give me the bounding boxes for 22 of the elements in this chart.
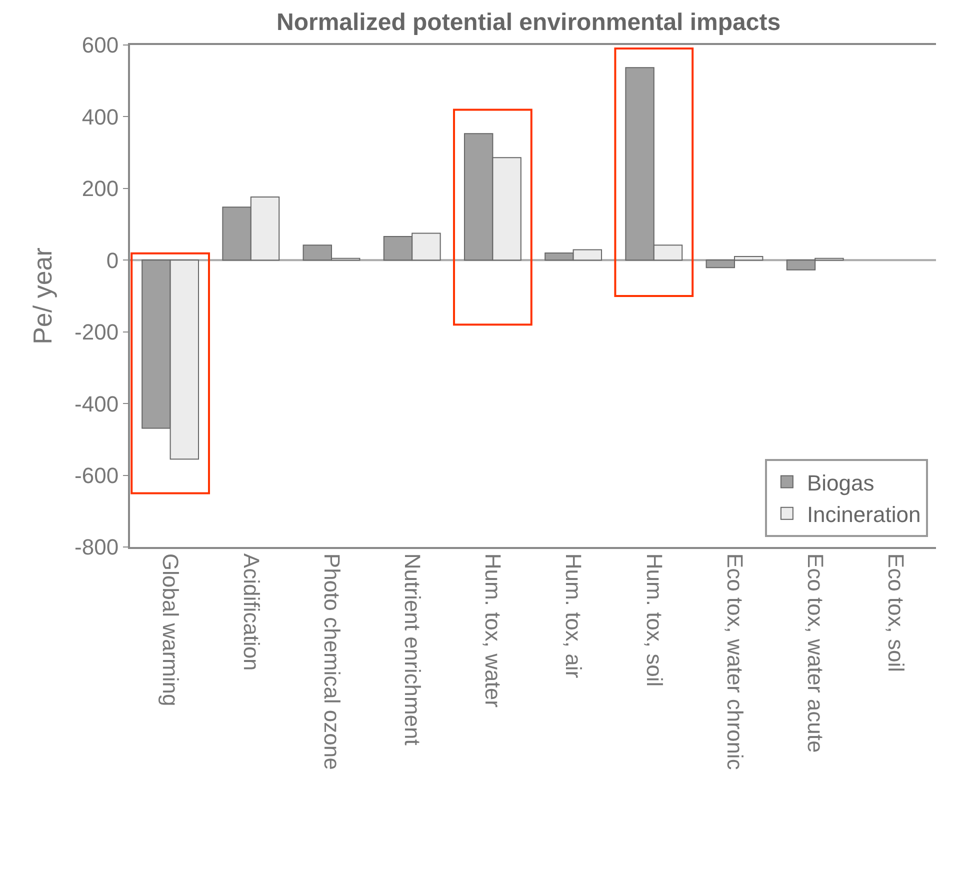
- x-tick-label: Hum. tox, soil: [642, 553, 667, 687]
- y-tick-label: 200: [82, 176, 119, 202]
- x-tick-label: Nutrient enrichment: [400, 553, 425, 746]
- y-tick-label: -600: [74, 462, 119, 488]
- legend-label: Incineration: [806, 502, 921, 527]
- y-tick-label: 400: [82, 104, 119, 130]
- x-tick-label: Global warming: [158, 553, 184, 706]
- y-tick-label: 600: [82, 32, 119, 58]
- legend-label: Biogas: [806, 470, 874, 496]
- x-tick-label: Photo chemical ozone: [319, 553, 344, 770]
- y-axis-title: Pe/ year: [27, 247, 58, 344]
- y-tick-label: -200: [74, 320, 119, 345]
- x-tick-label: Eco tox, soil: [884, 553, 909, 672]
- y-tick-label: -400: [74, 391, 119, 416]
- x-tick-label: Eco tox, water chronic: [722, 553, 748, 770]
- chart-title: Normalized potential environmental impacts: [276, 8, 781, 36]
- x-tick-label: Eco tox, water acute: [802, 553, 828, 753]
- y-tick-label: 0: [106, 248, 119, 273]
- y-tick-label: -800: [74, 534, 119, 560]
- x-tick-label: Hum. tox, water: [480, 553, 506, 708]
- x-tick-label: Hum. tox, air: [561, 553, 586, 678]
- x-tick-label: Acidification: [238, 553, 264, 671]
